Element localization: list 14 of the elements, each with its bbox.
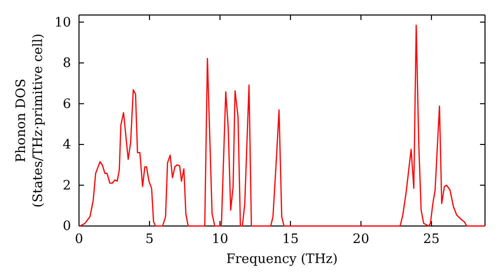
x-tick-label: 20 [352,232,370,248]
y-tick-label: 6 [62,96,71,112]
x-tick-label: 5 [145,232,154,248]
x-tick-label: 15 [282,232,299,248]
y-tick-label: 4 [62,138,71,153]
y-tick-label: 2 [62,178,71,194]
y-tick-label: 10 [54,15,71,30]
x-tick-label: 0 [74,232,84,248]
x-axis-title: Frequency (THz) [226,252,338,267]
y-axis-title: Phonon DOS (States/THz·primitive cell) [14,33,46,208]
x-tick-label: 10 [212,232,228,248]
x-tick-label: 25 [423,232,440,248]
y-tick-label: 8 [62,56,71,72]
y-tick-label: 0 [62,219,71,234]
